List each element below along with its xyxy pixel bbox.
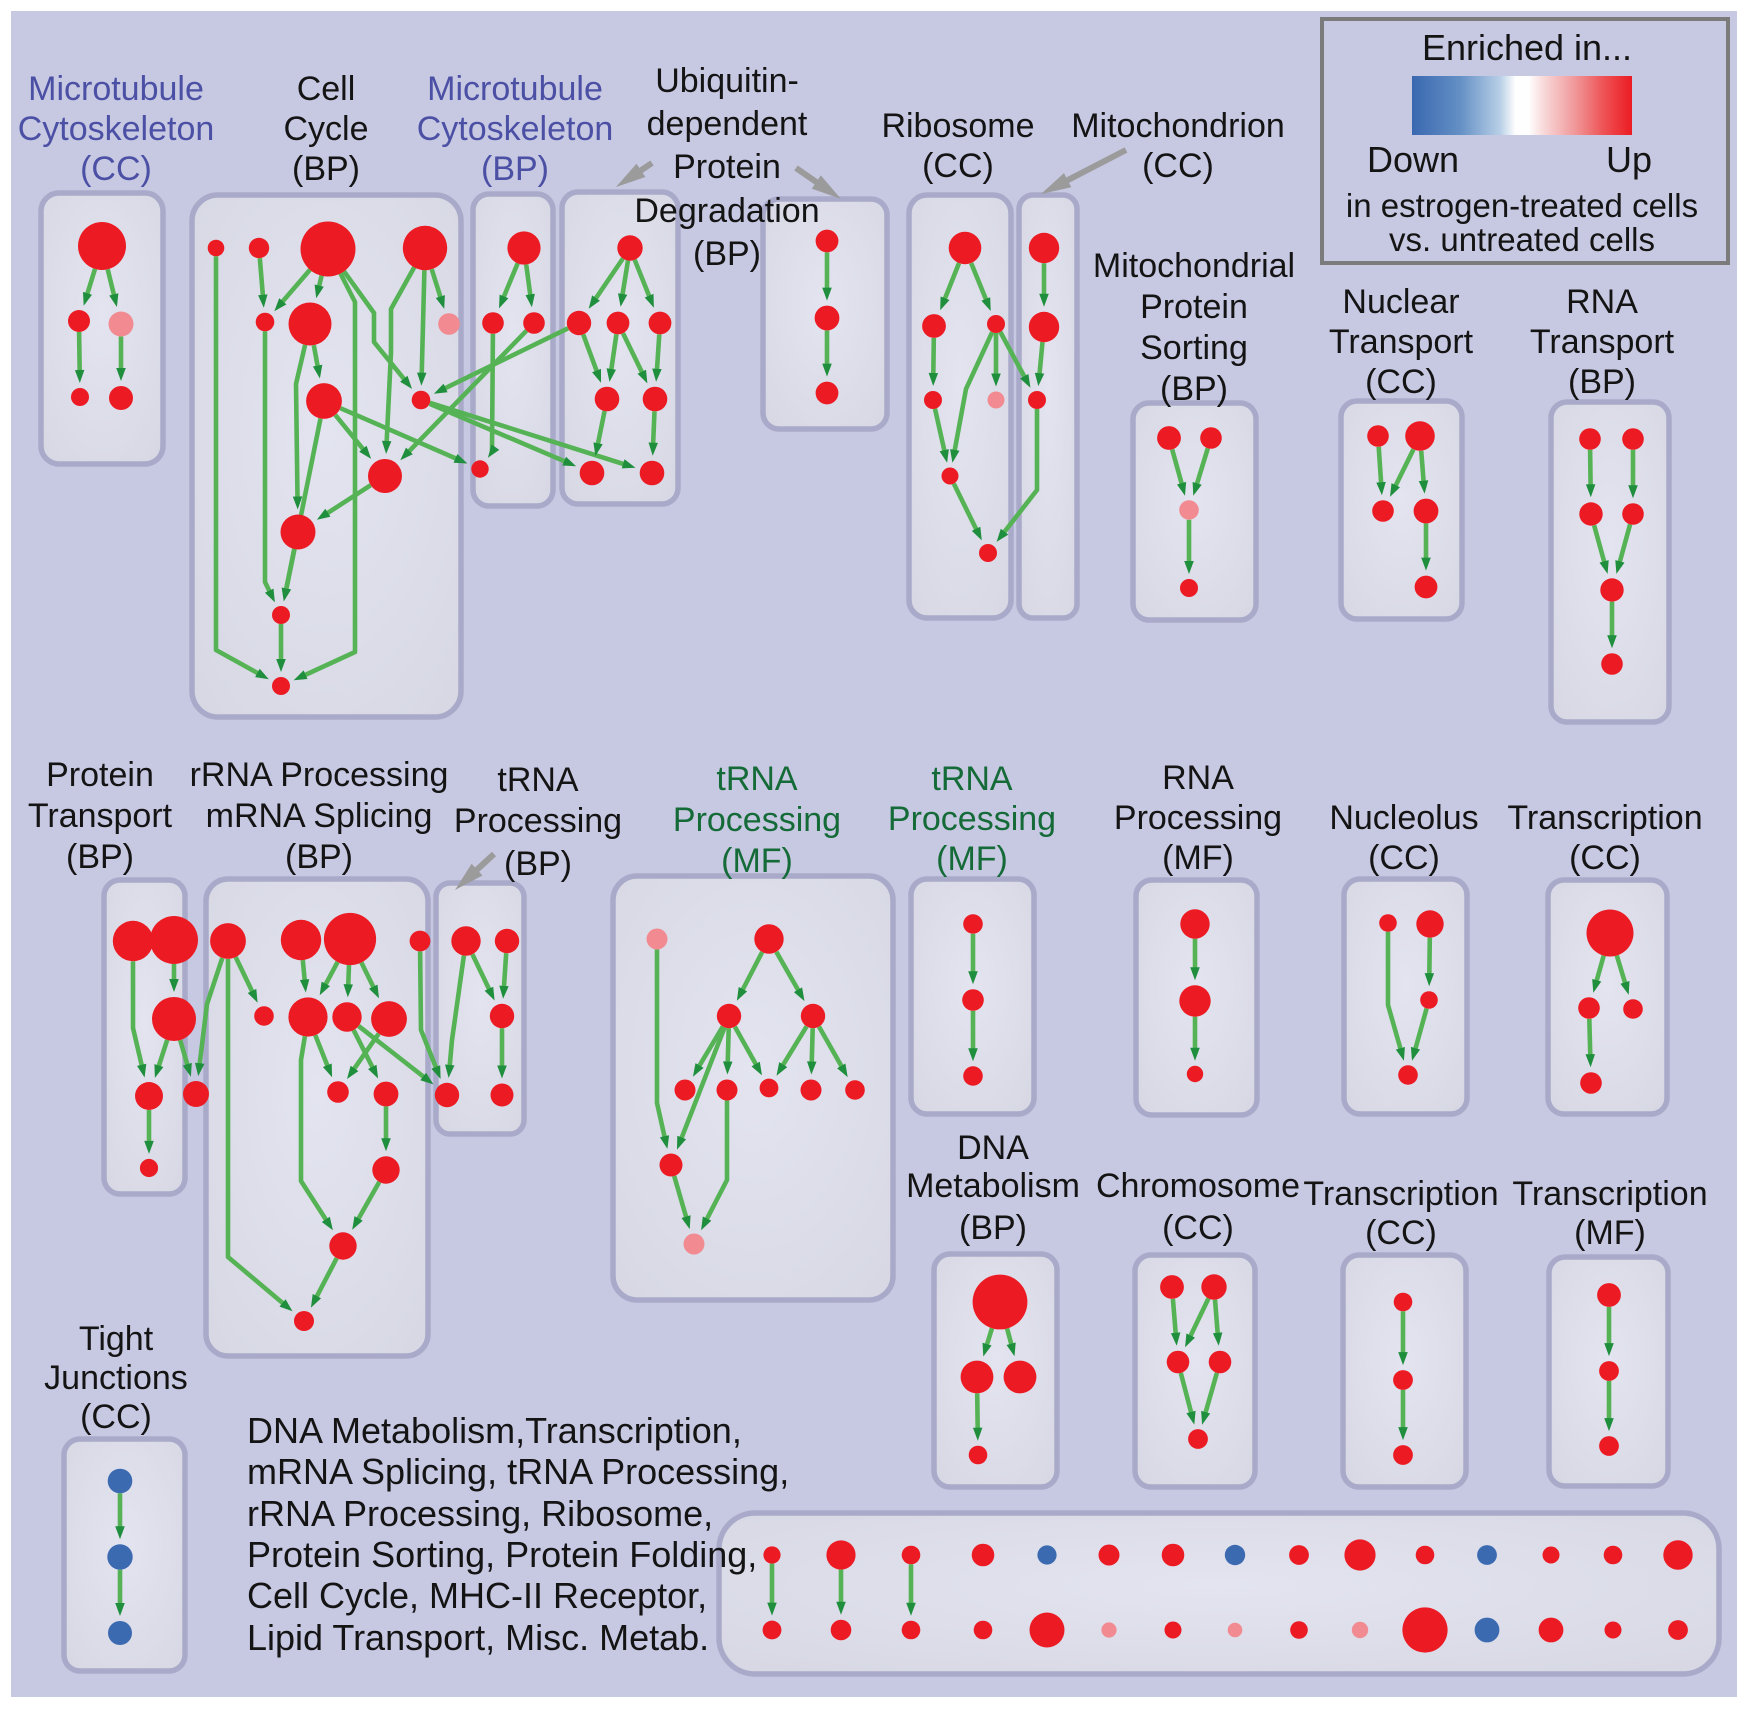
svg-text:Protein: Protein xyxy=(673,148,781,186)
svg-text:(BP): (BP) xyxy=(66,838,134,876)
svg-text:tRNA: tRNA xyxy=(931,760,1013,798)
svg-text:RNA: RNA xyxy=(1566,283,1638,321)
svg-text:Degradation: Degradation xyxy=(634,192,819,230)
svg-text:Nucleolus: Nucleolus xyxy=(1329,799,1478,837)
svg-text:Ribosome: Ribosome xyxy=(881,107,1034,145)
svg-text:(MF): (MF) xyxy=(1574,1214,1646,1252)
svg-text:Cytoskeleton: Cytoskeleton xyxy=(417,110,614,148)
svg-text:Cell: Cell xyxy=(297,70,356,108)
svg-text:Processing: Processing xyxy=(673,801,841,839)
svg-text:Transcription: Transcription xyxy=(1303,1175,1498,1213)
svg-text:(MF): (MF) xyxy=(1162,839,1234,877)
svg-text:Transport: Transport xyxy=(1530,323,1675,361)
svg-text:rRNA Processing: rRNA Processing xyxy=(190,756,449,794)
svg-text:Up: Up xyxy=(1606,139,1652,180)
svg-text:Ubiquitin-: Ubiquitin- xyxy=(655,62,799,100)
svg-text:DNA: DNA xyxy=(957,1129,1029,1167)
svg-text:RNA: RNA xyxy=(1162,759,1234,797)
svg-text:(MF): (MF) xyxy=(721,842,793,880)
svg-text:Protein Sorting, Protein Foldi: Protein Sorting, Protein Folding, xyxy=(247,1534,757,1575)
svg-text:(CC): (CC) xyxy=(1162,1209,1234,1247)
svg-text:mRNA Splicing, tRNA Processing: mRNA Splicing, tRNA Processing, xyxy=(247,1451,789,1492)
svg-text:DNA Metabolism,Transcription,: DNA Metabolism,Transcription, xyxy=(247,1410,742,1451)
svg-text:Microtubule: Microtubule xyxy=(28,70,204,108)
svg-text:Mitochondrion: Mitochondrion xyxy=(1071,107,1285,145)
svg-text:Protein: Protein xyxy=(46,756,154,794)
svg-text:(BP): (BP) xyxy=(285,838,353,876)
svg-text:(CC): (CC) xyxy=(80,1398,152,1436)
svg-text:(CC): (CC) xyxy=(1365,363,1437,401)
svg-text:Protein: Protein xyxy=(1140,288,1248,326)
svg-text:Enriched in...: Enriched in... xyxy=(1422,27,1632,68)
svg-text:(BP): (BP) xyxy=(504,845,572,883)
svg-text:Tight: Tight xyxy=(79,1320,154,1358)
svg-text:Processing: Processing xyxy=(454,802,622,840)
svg-text:Cycle: Cycle xyxy=(283,110,368,148)
svg-text:mRNA Splicing: mRNA Splicing xyxy=(206,797,433,835)
svg-text:Microtubule: Microtubule xyxy=(427,70,603,108)
svg-text:(BP): (BP) xyxy=(693,235,761,273)
svg-text:in estrogen-treated cells: in estrogen-treated cells xyxy=(1346,187,1698,224)
svg-text:Nuclear: Nuclear xyxy=(1342,283,1459,321)
svg-text:(BP): (BP) xyxy=(1160,370,1228,408)
svg-text:dependent: dependent xyxy=(647,105,808,143)
svg-text:Junctions: Junctions xyxy=(44,1359,188,1397)
svg-text:Processing: Processing xyxy=(1114,799,1282,837)
svg-text:Chromosome: Chromosome xyxy=(1096,1167,1300,1205)
svg-text:Cytoskeleton: Cytoskeleton xyxy=(18,110,215,148)
svg-text:Cell Cycle, MHC-II Receptor,: Cell Cycle, MHC-II Receptor, xyxy=(247,1575,707,1616)
svg-text:tRNA: tRNA xyxy=(716,760,798,798)
svg-text:(CC): (CC) xyxy=(80,150,152,188)
svg-text:(CC): (CC) xyxy=(1569,839,1641,877)
svg-text:(CC): (CC) xyxy=(1142,147,1214,185)
svg-text:Metabolism: Metabolism xyxy=(906,1167,1080,1205)
svg-text:(BP): (BP) xyxy=(959,1209,1027,1247)
svg-text:Transport: Transport xyxy=(1329,323,1474,361)
svg-text:Lipid Transport, Misc. Metab.: Lipid Transport, Misc. Metab. xyxy=(247,1617,709,1658)
svg-text:(CC): (CC) xyxy=(1365,1214,1437,1252)
svg-text:Transcription: Transcription xyxy=(1507,799,1702,837)
svg-text:Processing: Processing xyxy=(888,800,1056,838)
svg-text:(MF): (MF) xyxy=(936,840,1008,878)
svg-text:(CC): (CC) xyxy=(1368,839,1440,877)
svg-text:Down: Down xyxy=(1367,139,1459,180)
svg-text:(BP): (BP) xyxy=(1568,363,1636,401)
svg-text:Transcription: Transcription xyxy=(1512,1175,1707,1213)
svg-text:Sorting: Sorting xyxy=(1140,329,1248,367)
svg-text:Mitochondrial: Mitochondrial xyxy=(1093,247,1295,285)
svg-text:(CC): (CC) xyxy=(922,147,994,185)
svg-text:Transport: Transport xyxy=(28,797,173,835)
svg-text:tRNA: tRNA xyxy=(497,761,579,799)
svg-text:(BP): (BP) xyxy=(292,150,360,188)
svg-text:rRNA Processing, Ribosome,: rRNA Processing, Ribosome, xyxy=(247,1493,713,1534)
svg-text:(BP): (BP) xyxy=(481,150,549,188)
svg-text:vs. untreated cells: vs. untreated cells xyxy=(1389,221,1655,258)
